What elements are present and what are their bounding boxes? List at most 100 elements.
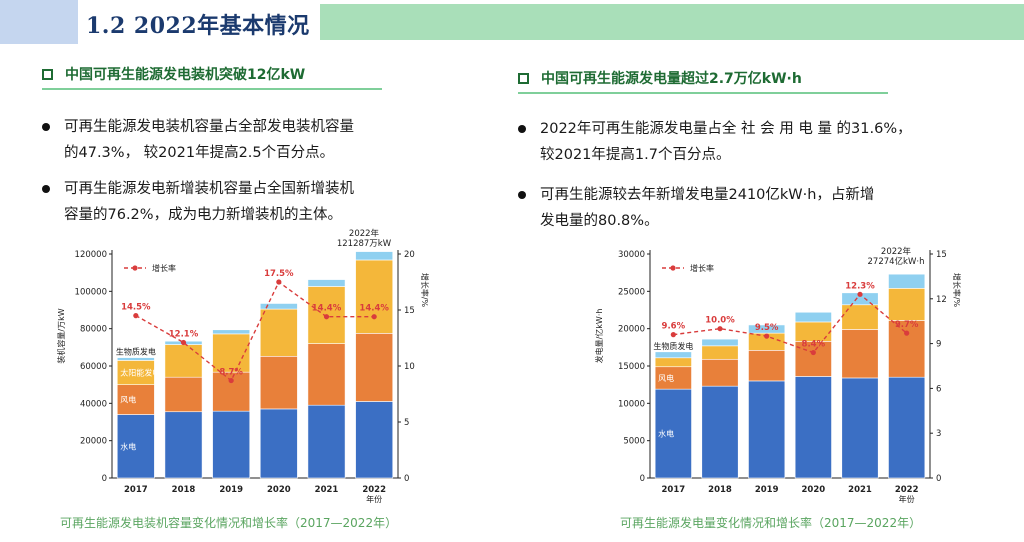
bar-segment [748, 324, 786, 334]
y2-tick-label: 5 [404, 418, 409, 428]
left-bullet-1-line2: 的47.3%， 较2021年提高2.5个百分点。 [64, 145, 335, 161]
x-tick-label: 2017 [124, 485, 148, 495]
y-tick-label: 10000 [618, 399, 645, 409]
right-section-heading: 中国可再生能源发电量超过2.7万亿kW·h [518, 68, 802, 88]
bar-segment [259, 303, 298, 310]
growth-rate-point [764, 333, 770, 339]
growth-rate-point [133, 313, 139, 319]
y-tick-label: 20000 [618, 325, 645, 335]
bar-segment [116, 384, 155, 415]
growth-rate-label: 8.7% [219, 368, 243, 378]
bar-segment [259, 408, 298, 479]
capacity-chart: 0 20000 40000 60000 80000 100000 120000 0 5 10 15 2… [56, 228, 430, 504]
right-bullet-1-line1: 2022年可再生能源发电量占全 社 会 用 电 量 的31.6%， [540, 121, 912, 137]
bar-segment [116, 357, 155, 361]
right-heading-text: 中国可再生能源发电量超过2.7万亿kW·h [541, 71, 802, 87]
bar-segment [164, 411, 203, 479]
bar-segment [116, 360, 155, 385]
growth-rate-point [717, 326, 723, 332]
growth-rate-point [276, 279, 282, 285]
x-tick-label: 2021 [315, 485, 339, 495]
bar-segment [794, 311, 832, 323]
x-tick-label: 2022 [895, 485, 919, 495]
header-accent-bar [0, 0, 78, 44]
x-tick-label: 2019 [755, 485, 779, 495]
bar-segment [355, 259, 394, 334]
bar-segment [701, 338, 739, 347]
x-tick-label: 2019 [219, 485, 243, 495]
y-tick-label: 120000 [75, 250, 107, 260]
growth-rate-point [670, 332, 676, 338]
square-bullet-icon [42, 68, 53, 80]
top-note-value: 27274亿kW·h [868, 256, 925, 267]
y2-tick-label: 0 [404, 474, 409, 484]
bar-segment [654, 388, 692, 479]
y2-axis-label: 增长率/% [952, 273, 962, 308]
bar-segment-label: 生物质发电 [116, 347, 156, 357]
bar-segment [307, 404, 346, 479]
right-bullet-2-line2: 发电量的80.8%。 [540, 213, 659, 229]
growth-rate-label: 9.6% [662, 322, 686, 332]
y2-axis-label: 增长率/% [420, 273, 430, 308]
y2-tick-label: 20 [404, 250, 415, 260]
page-title: 1.2 2022年基本情况 [86, 13, 310, 39]
x-tick-label: 2018 [172, 485, 196, 495]
growth-rate-point [904, 330, 910, 336]
square-bullet-icon [518, 72, 529, 84]
bar-segment [701, 358, 739, 387]
growth-rate-point [323, 314, 330, 320]
right-bullet-2: 可再生能源较去年新增发电量2410亿kW·h，占新增 发电量的80.8%。 [518, 182, 980, 234]
bar-segment [794, 341, 832, 377]
growth-rate-label: 9.7% [895, 320, 919, 330]
bar-segment [748, 380, 786, 479]
x-tick-label: 2020 [267, 485, 291, 495]
y2-tick-label: 6 [936, 384, 941, 394]
left-bullet-1: 可再生能源发电装机容量占全部发电装机容量 的47.3%， 较2021年提高2.5… [42, 114, 464, 166]
bar-segment [212, 329, 251, 335]
x-tick-label: 2017 [661, 485, 685, 495]
bar-segment-label: 太阳能发电 [120, 368, 160, 378]
bullet-dot-icon [42, 185, 50, 193]
legend-label: 增长率 [152, 263, 176, 273]
left-chart-caption: 可再生能源发电装机容量变化情况和增长率（2017—2022年） [60, 516, 398, 530]
bar-segment [701, 345, 739, 360]
bar-segment [794, 321, 832, 342]
growth-rate-line [673, 293, 908, 354]
right-bullet-1: 2022年可再生能源发电量占全 社 会 用 电 量 的31.6%， 较2021年… [518, 116, 980, 168]
x-tick-label: 2021 [848, 485, 872, 495]
bar-segment-label: 水电 [658, 429, 674, 439]
growth-rate-label: 12.1% [169, 329, 199, 339]
growth-rate-label: 14.4% [359, 304, 389, 314]
bullet-dot-icon [42, 123, 50, 131]
y-tick-label: 15000 [618, 362, 645, 372]
bar-segment [841, 329, 879, 379]
growth-rate-point [180, 339, 187, 346]
bar-segment [841, 377, 879, 479]
right-bullet-2-line1: 可再生能源较去年新增发电量2410亿kW·h，占新增 [540, 187, 875, 203]
growth-rate-point [371, 314, 377, 320]
bar-segment-label: 生物质发电 [653, 341, 693, 351]
growth-rate-point [228, 377, 234, 384]
right-heading-underline [518, 92, 888, 94]
growth-rate-label: 12.3% [845, 281, 875, 291]
growth-rate-label: 8.4% [802, 340, 826, 350]
legend-point [670, 265, 676, 271]
bar-segment [164, 344, 203, 378]
y-axis-label: 装机容量/万kW [56, 308, 66, 363]
growth-rate-label: 14.4% [312, 304, 342, 314]
y2-tick-label: 0 [936, 474, 941, 484]
y2-tick-label: 15 [936, 250, 947, 260]
growth-rate-point [857, 291, 863, 297]
bar-segment [841, 304, 879, 330]
bar-segment [654, 351, 692, 359]
bar-segment [212, 410, 251, 479]
bar-segment [888, 288, 926, 321]
y2-tick-label: 3 [936, 429, 941, 439]
left-bullet-2: 可再生能源发电新增装机容量占全国新增装机 容量的76.2%，成为电力新增装机的主… [42, 176, 464, 228]
y-tick-label: 20000 [80, 437, 107, 447]
y-axis-label: 发电量/亿kW·h [594, 309, 604, 364]
growth-rate-point [810, 349, 816, 356]
y2-tick-label: 9 [936, 340, 941, 350]
y-tick-label: 100000 [75, 287, 107, 297]
bar-segment [888, 273, 926, 289]
